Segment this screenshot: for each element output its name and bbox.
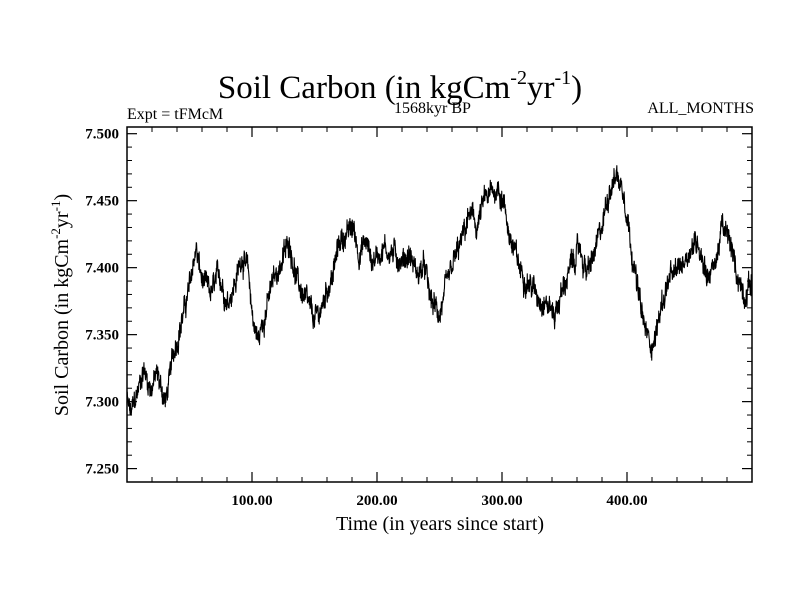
x-axis-title: Time (in years since start): [336, 513, 544, 535]
x-tick-label: 400.00: [606, 493, 647, 509]
title-text-mid: yr: [526, 70, 555, 106]
chart-title: Soil Carbon (in kgCm-2yr-1): [0, 58, 800, 108]
y-axis-title-sup-2: -1: [48, 201, 63, 212]
y-axis-title-text: Soil Carbon (in kgCm: [51, 238, 73, 416]
experiment-label: Expt = tFMcM: [127, 106, 224, 123]
title-superscript-2: -1: [554, 67, 572, 89]
x-tick-label: 300.00: [481, 493, 522, 509]
plot-frame: [126, 126, 753, 483]
y-axis-title-sup-1: -2: [48, 228, 63, 239]
months-label: ALL_MONTHS: [647, 100, 754, 117]
series-line-soil-carbon: [126, 165, 753, 416]
y-tick-label: 7.300: [85, 395, 119, 411]
y-tick-label: 7.350: [85, 328, 119, 344]
title-text-end: ): [571, 70, 583, 106]
y-axis-title-text-end: ): [51, 194, 73, 201]
y-tick-label: 7.400: [85, 261, 119, 277]
y-tick-label: 7.450: [85, 194, 119, 210]
y-axis-title-text-mid: yr: [51, 211, 73, 228]
ticks-layer: 100.00 200.00 300.00 400.00 7.250 7.300 7.350 7…: [85, 127, 752, 509]
y-axis-title: Soil Carbon (in kgCm-2yr-1): [48, 194, 73, 416]
x-tick-label: 200.00: [356, 493, 397, 509]
title-superscript-1: -2: [510, 67, 527, 89]
period-label: 1568kyr BP: [394, 100, 471, 117]
x-tick-label: 100.00: [231, 493, 272, 509]
series-layer: [126, 165, 753, 416]
y-tick-label: 7.500: [85, 127, 119, 143]
title-text: Soil Carbon (in kgCm: [217, 70, 511, 106]
y-tick-label: 7.250: [85, 462, 119, 478]
